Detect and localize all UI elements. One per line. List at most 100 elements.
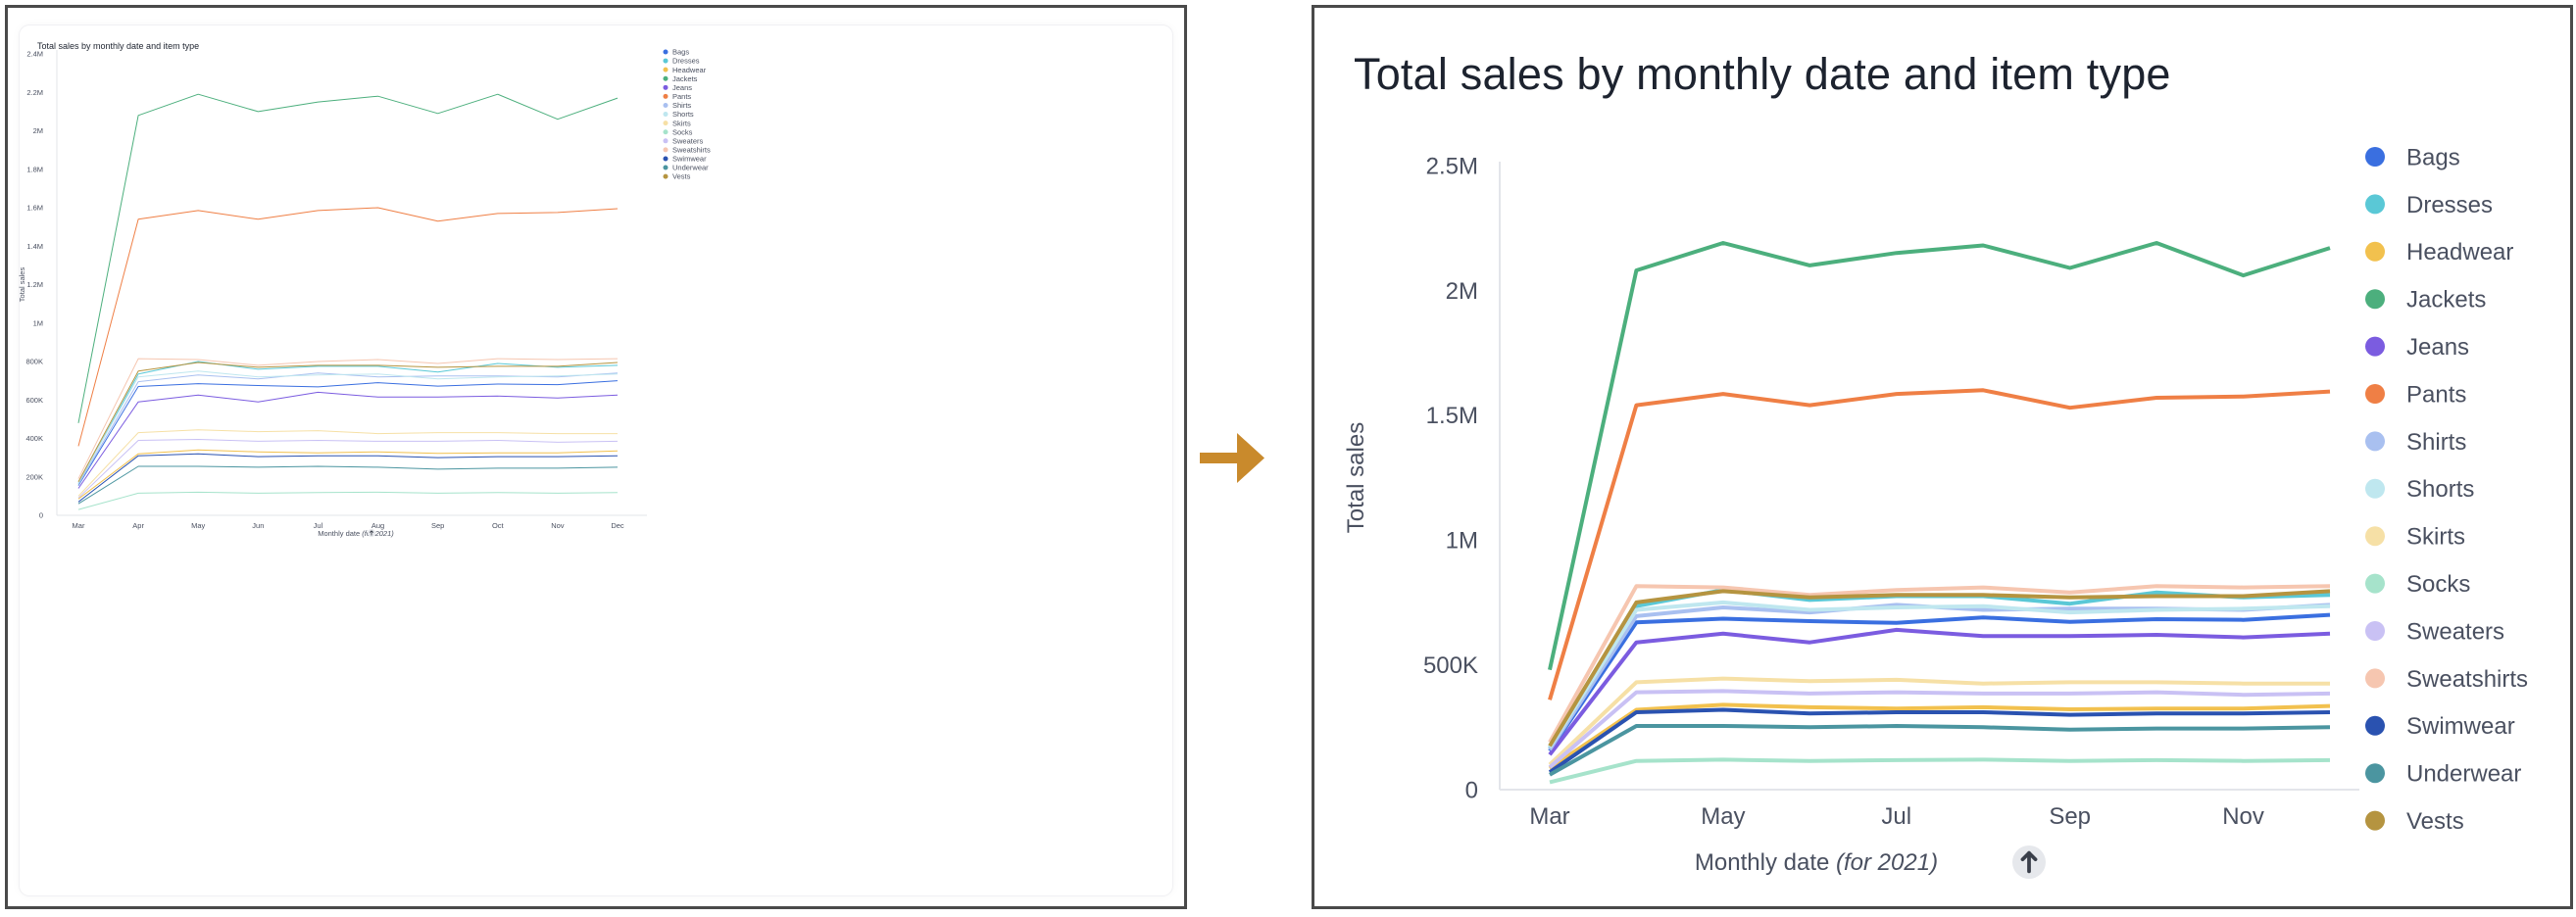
- legend-label: Jeans: [2406, 334, 2469, 361]
- legend-label: Pants: [2406, 381, 2466, 408]
- legend-item-sweaters[interactable]: Sweaters: [663, 136, 704, 145]
- y-axis-label: Total sales: [18, 267, 26, 303]
- y-tick-label: 1.4M: [26, 242, 43, 251]
- legend-item-underwear[interactable]: Underwear: [2365, 761, 2521, 788]
- legend-swatch: [663, 147, 669, 153]
- series-line-jeans[interactable]: [1548, 627, 2331, 756]
- legend-label: Sweatshirts: [2406, 666, 2528, 693]
- series-line-jackets[interactable]: [77, 93, 619, 423]
- legend-label: Headwear: [672, 66, 707, 74]
- legend-item-dresses[interactable]: Dresses: [2365, 192, 2493, 218]
- legend-swatch: [663, 129, 669, 135]
- legend-label: Shirts: [2406, 429, 2466, 456]
- legend-item-sweatshirts[interactable]: Sweatshirts: [663, 146, 712, 155]
- x-tick-label: Jun: [252, 521, 264, 530]
- legend-item-headwear[interactable]: Headwear: [2365, 239, 2513, 265]
- x-axis-label-qualifier: (for 2021): [362, 529, 394, 538]
- y-tick-label: 2.4M: [26, 50, 43, 59]
- legend-item-sweatshirts[interactable]: Sweatshirts: [2365, 666, 2528, 693]
- series-line-socks[interactable]: [77, 491, 619, 510]
- y-tick-label: 2M: [1446, 278, 1478, 305]
- y-tick-label: 200K: [25, 472, 43, 481]
- series-line-jackets[interactable]: [1548, 241, 2331, 671]
- legend-item-vests[interactable]: Vests: [2365, 808, 2464, 835]
- series-line-sweaters[interactable]: [77, 439, 619, 499]
- series-line-skirts[interactable]: [77, 429, 618, 497]
- legend-label: Shirts: [672, 101, 691, 110]
- legend-item-vests[interactable]: Vests: [663, 172, 691, 181]
- legend-item-shirts[interactable]: Shirts: [663, 101, 692, 110]
- series-line-skirts[interactable]: [1548, 676, 2330, 766]
- legend-item-dresses[interactable]: Dresses: [663, 57, 700, 66]
- x-tick-label: Aug: [372, 521, 384, 530]
- legend-label: Sweaters: [672, 136, 704, 145]
- x-tick-label: Oct: [492, 521, 505, 530]
- legend-swatch: [663, 49, 669, 55]
- y-axis-label: Total sales: [1343, 422, 1369, 533]
- legend-item-socks[interactable]: Socks: [663, 127, 693, 136]
- series-line-dresses[interactable]: [77, 361, 619, 484]
- legend-label: Dresses: [2406, 192, 2493, 218]
- legend-swatch: [663, 156, 669, 162]
- legend-item-swimwear[interactable]: Swimwear: [2365, 713, 2515, 740]
- legend-item-bags[interactable]: Bags: [663, 48, 690, 57]
- x-tick-label: Mar: [73, 521, 85, 530]
- legend-item-socks[interactable]: Socks: [2365, 571, 2470, 598]
- y-tick-label: 500K: [1423, 652, 1478, 679]
- series-line-socks[interactable]: [1549, 757, 2331, 785]
- chart-card: Total sales by monthly date and item typ…: [18, 25, 1172, 895]
- series-line-vests[interactable]: [77, 362, 619, 482]
- series-line-headwear[interactable]: [1548, 702, 2331, 770]
- y-tick-label: 1.2M: [26, 280, 43, 289]
- legend-swatch: [2365, 336, 2385, 357]
- x-tick-label: Sep: [2049, 803, 2091, 830]
- series-line-sweaters[interactable]: [1548, 689, 2331, 769]
- series-line-shorts[interactable]: [77, 370, 619, 483]
- series-line-bags[interactable]: [1548, 612, 2331, 752]
- x-tick-label: Jul: [1881, 803, 1911, 830]
- legend-item-pants[interactable]: Pants: [663, 92, 692, 101]
- series-line-headwear[interactable]: [77, 449, 619, 500]
- x-tick-label: May: [1701, 803, 1745, 830]
- legend-swatch: [663, 112, 669, 118]
- legend-item-shirts[interactable]: Shirts: [2365, 429, 2466, 456]
- legend-swatch: [663, 93, 669, 99]
- sort-direction-button[interactable]: [368, 529, 375, 537]
- legend-item-skirts[interactable]: Skirts: [663, 119, 692, 127]
- series-line-underwear[interactable]: [1549, 724, 2331, 777]
- series-line-vests[interactable]: [1548, 589, 2331, 748]
- legend-item-underwear[interactable]: Underwear: [663, 164, 710, 172]
- legend-item-shorts[interactable]: Shorts: [663, 110, 694, 119]
- series-line-underwear[interactable]: [77, 465, 619, 505]
- legend-label: Sweatshirts: [672, 146, 711, 155]
- series-line-jeans[interactable]: [77, 391, 619, 489]
- arrow-head: [1237, 433, 1264, 483]
- legend-label: Jeans: [672, 83, 692, 92]
- y-tick-label: 1.8M: [26, 165, 43, 173]
- legend-item-jeans[interactable]: Jeans: [2365, 334, 2469, 361]
- x-tick-label: Jul: [314, 521, 323, 530]
- y-tick-label: 2M: [33, 126, 43, 135]
- series-line-swimwear[interactable]: [1548, 707, 2331, 774]
- legend-item-headwear[interactable]: Headwear: [663, 66, 707, 74]
- series-line-swimwear[interactable]: [77, 453, 619, 503]
- legend-label: Dresses: [672, 57, 700, 66]
- legend-item-bags[interactable]: Bags: [2365, 144, 2460, 170]
- legend-item-jeans[interactable]: Jeans: [663, 83, 693, 92]
- series-line-shorts[interactable]: [1548, 600, 2331, 748]
- series-line-pants[interactable]: [77, 207, 619, 447]
- x-tick-label: Dec: [611, 521, 624, 530]
- sort-direction-button[interactable]: [2012, 845, 2046, 879]
- series-line-bags[interactable]: [77, 380, 619, 486]
- legend-item-sweaters[interactable]: Sweaters: [2365, 618, 2504, 645]
- legend-item-skirts[interactable]: Skirts: [2365, 524, 2465, 551]
- series-line-pants[interactable]: [1548, 388, 2331, 700]
- legend-item-swimwear[interactable]: Swimwear: [663, 155, 708, 164]
- legend-item-pants[interactable]: Pants: [2365, 381, 2466, 408]
- legend-item-jackets[interactable]: Jackets: [663, 74, 698, 83]
- legend-item-jackets[interactable]: Jackets: [2365, 287, 2486, 314]
- y-tick-label: 0: [39, 511, 43, 520]
- series-line-sweatshirts[interactable]: [77, 358, 619, 479]
- series-line-sweatshirts[interactable]: [1548, 584, 2331, 744]
- legend-item-shorts[interactable]: Shorts: [2365, 476, 2474, 503]
